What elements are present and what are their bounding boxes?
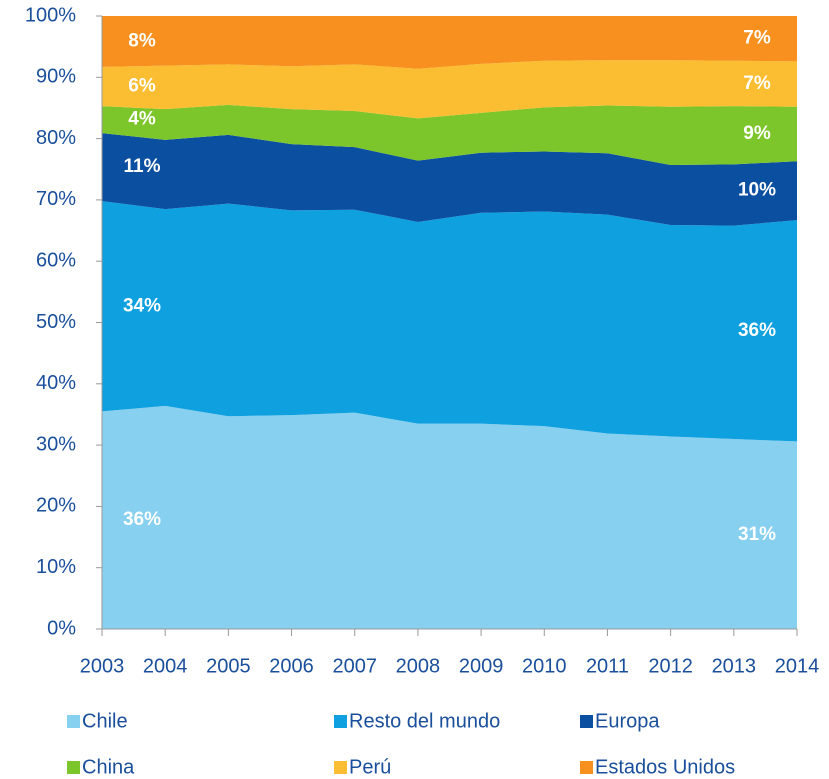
- y-tick-label: 80%: [36, 127, 76, 149]
- data-label: 7%: [743, 73, 771, 94]
- y-tick-label: 100%: [25, 4, 76, 26]
- legend-swatch: [580, 761, 593, 774]
- area: [102, 16, 797, 69]
- x-tick-label: 2008: [396, 655, 441, 677]
- legend-swatch: [67, 715, 80, 728]
- area: [102, 104, 797, 165]
- x-tick-label: 2010: [522, 655, 567, 677]
- area: [102, 201, 797, 442]
- data-label: 8%: [128, 30, 156, 51]
- x-tick-label: 2014: [775, 655, 820, 677]
- data-label: 31%: [738, 524, 776, 545]
- y-tick-label: 0%: [47, 617, 76, 639]
- y-tick-label: 90%: [36, 66, 76, 88]
- data-label: 36%: [123, 509, 161, 530]
- legend-label: China: [82, 756, 135, 778]
- x-tick-label: 2003: [80, 655, 125, 677]
- x-tick-label: 2006: [269, 655, 314, 677]
- y-tick-label: 60%: [36, 249, 76, 271]
- legend-label: Chile: [82, 710, 128, 732]
- data-label: 6%: [128, 76, 156, 97]
- x-tick-label: 2012: [648, 655, 693, 677]
- legend-swatch: [334, 715, 347, 728]
- legend-label: Estados Unidos: [595, 756, 735, 778]
- x-tick-label: 2013: [712, 655, 757, 677]
- y-tick-label: 70%: [36, 188, 76, 210]
- y-tick-label: 50%: [36, 311, 76, 333]
- y-tick-label: 40%: [36, 372, 76, 394]
- x-tick-label: 2004: [143, 655, 188, 677]
- x-tick-label: 2005: [206, 655, 251, 677]
- legend-label: Europa: [595, 710, 660, 732]
- data-label: 4%: [128, 109, 156, 130]
- data-label: 10%: [738, 180, 776, 201]
- area: [102, 133, 797, 226]
- legend-label: Perú: [349, 756, 391, 778]
- area: [102, 405, 797, 629]
- y-tick-label: 30%: [36, 433, 76, 455]
- x-tick-label: 2007: [332, 655, 377, 677]
- data-label: 9%: [743, 123, 771, 144]
- data-label: 36%: [738, 320, 776, 341]
- y-tick-label: 20%: [36, 495, 76, 517]
- data-label: 11%: [124, 156, 161, 177]
- area: [102, 60, 797, 119]
- x-tick-label: 2009: [459, 655, 504, 677]
- y-tick-label: 10%: [36, 556, 76, 578]
- legend-swatch: [334, 761, 347, 774]
- legend-swatch: [67, 761, 80, 774]
- data-label: 34%: [123, 295, 161, 316]
- legend-label: Resto del mundo: [349, 710, 500, 732]
- data-label: 7%: [743, 28, 771, 49]
- x-tick-label: 2011: [586, 655, 629, 677]
- legend-swatch: [580, 715, 593, 728]
